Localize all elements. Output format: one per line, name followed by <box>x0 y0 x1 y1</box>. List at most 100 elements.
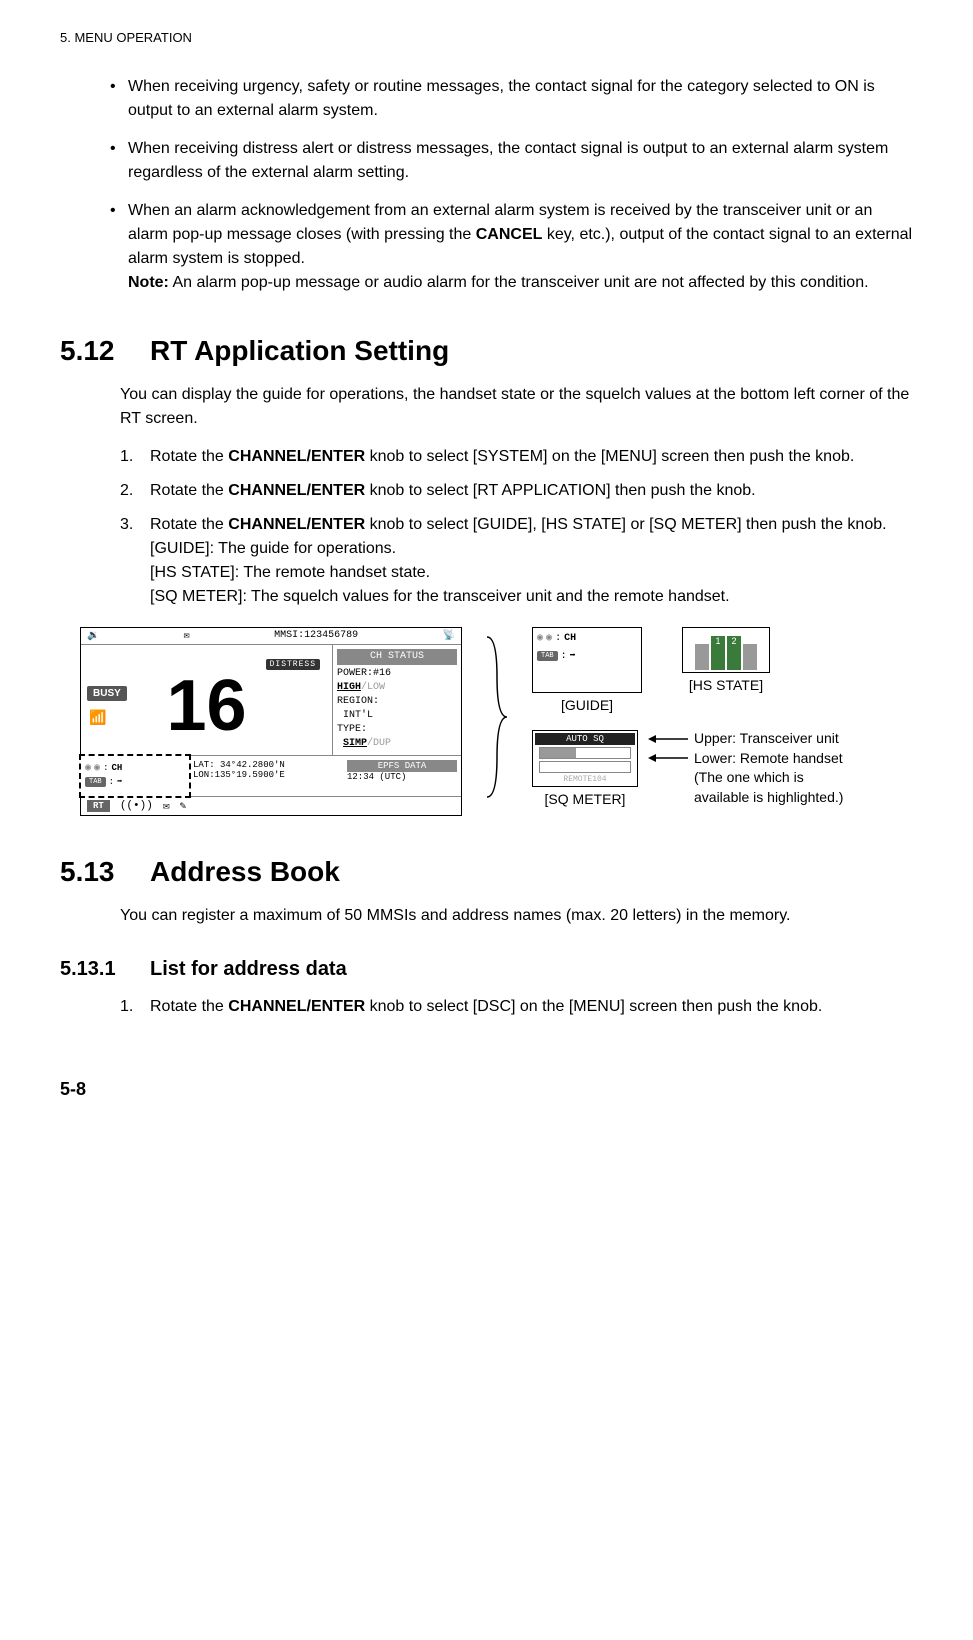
high-label: HIGH <box>337 682 361 693</box>
bullet-item: • When an alarm acknowledgement from an … <box>110 199 913 295</box>
section-number: 5.13 <box>60 856 150 888</box>
section-title: Address Book <box>150 856 340 888</box>
knob-label: CHANNEL/ENTER <box>228 998 365 1015</box>
section-heading-5-13: 5.13 Address Book <box>60 856 913 888</box>
step-item: 2. Rotate the CHANNEL/ENTER knob to sele… <box>120 479 913 503</box>
lon-value: LON:135°19.5900'E <box>193 770 339 780</box>
text: knob to select [RT APPLICATION] then pus… <box>365 482 755 499</box>
edit-icon: ✎ <box>179 799 186 813</box>
mail-icon: ✉ <box>184 630 190 642</box>
text: Rotate the <box>150 516 228 533</box>
chapter-header: 5. MENU OPERATION <box>60 30 913 45</box>
figure-rt-screen: 🔉 ✉ MMSI:123456789 📡 DISTRESS 16 BUSY 📶 … <box>80 627 913 816</box>
section-heading-5-12: 5.12 RT Application Setting <box>60 335 913 367</box>
step-item: 3. Rotate the CHANNEL/ENTER knob to sele… <box>120 513 913 609</box>
note-lower: Lower: Remote handset <box>694 749 843 769</box>
hs-state-figure: 1 2 [HS STATE] <box>682 627 770 693</box>
guide-box: ◉◉: CH TAB : ➡ <box>532 627 642 693</box>
sq-remote-label: REMOTE104 <box>535 775 635 784</box>
guide-figure: ◉◉: CH TAB : ➡ [GUIDE] <box>532 627 642 713</box>
speaker-icon: 🔉 <box>87 630 99 642</box>
sat-icon: 📡 <box>443 630 455 642</box>
region-label: REGION: <box>337 695 457 709</box>
section-number: 5.12 <box>60 335 150 367</box>
knob-icon: ◉ <box>85 762 91 774</box>
text: knob to select [SYSTEM] on the [MENU] sc… <box>365 448 854 465</box>
text: knob to select [DSC] on the [MENU] scree… <box>365 998 822 1015</box>
section-intro: You can display the guide for operations… <box>120 383 913 431</box>
sq-lower-bar <box>539 761 631 773</box>
subsection-title: List for address data <box>150 958 347 981</box>
bullet-text: When receiving distress alert or distres… <box>128 137 913 185</box>
bullet-marker: • <box>110 137 128 185</box>
hs-bar <box>695 644 709 670</box>
channel-number: 16 <box>166 670 246 742</box>
text: Rotate the <box>150 482 228 499</box>
guide-region-highlighted: ◉◉: CH TAB : ➡ <box>79 754 191 798</box>
knob-icon: ◉ <box>537 632 543 644</box>
text: knob to select [GUIDE], [HS STATE] or [S… <box>365 516 886 533</box>
note-avail: (The one which is <box>648 768 843 788</box>
bullet-text: When an alarm acknowledgement from an ex… <box>128 199 913 295</box>
step-item: 1. Rotate the CHANNEL/ENTER knob to sele… <box>120 995 913 1019</box>
hs-bar-active: 2 <box>727 636 741 670</box>
rt-screen-mock: 🔉 ✉ MMSI:123456789 📡 DISTRESS 16 BUSY 📶 … <box>80 627 462 816</box>
arrow-right-icon: ➡ <box>117 777 122 787</box>
section-title: RT Application Setting <box>150 335 449 367</box>
ch-label: CH <box>111 763 122 773</box>
sq-meter-figure: AUTO SQ REMOTE104 [SQ METER] <box>532 730 638 807</box>
bullet-text: When receiving urgency, safety or routin… <box>128 75 913 123</box>
tab-badge: TAB <box>85 777 106 787</box>
mail-icon: ✉ <box>163 799 170 813</box>
region-value: INT'L <box>337 709 457 723</box>
sq-upper-bar <box>539 747 631 759</box>
note-avail: available is highlighted.) <box>648 788 843 808</box>
knob-icon: ◉ <box>546 632 552 644</box>
status-panel: CH STATUS POWER:#16 HIGH/LOW REGION: INT… <box>332 645 461 755</box>
subsection-heading-5-13-1: 5.13.1 List for address data <box>60 958 913 981</box>
text: Rotate the <box>150 448 228 465</box>
step-number: 1. <box>120 995 150 1019</box>
simp-label: SIMP <box>343 738 367 749</box>
sq-auto-header: AUTO SQ <box>535 733 635 745</box>
step-number: 3. <box>120 513 150 609</box>
guide-caption: [GUIDE] <box>532 697 642 713</box>
subsection-number: 5.13.1 <box>60 958 150 981</box>
text: [HS STATE]: The remote handset state. <box>150 564 430 581</box>
ch-label: CH <box>564 633 576 644</box>
antenna-icon: 📶 <box>89 710 106 727</box>
arrow-left-icon <box>648 733 688 745</box>
mmsi-label: MMSI:123456789 <box>274 630 358 642</box>
text: [GUIDE]: The guide for operations. <box>150 540 396 557</box>
lat-value: LAT: 34°42.2800'N <box>193 760 339 770</box>
text: [SQ METER]: The squelch values for the t… <box>150 588 730 605</box>
rt-tab: RT <box>87 800 110 812</box>
epfs-header: EPFS DATA <box>347 760 457 772</box>
hs-bars: 1 2 <box>682 627 770 673</box>
status-header: CH STATUS <box>337 649 457 665</box>
note-upper: Upper: Transceiver unit <box>694 729 839 749</box>
note-text: An alarm pop-up message or audio alarm f… <box>169 274 869 291</box>
bullet-marker: • <box>110 199 128 295</box>
knob-label: CHANNEL/ENTER <box>228 448 365 465</box>
hs-bar <box>743 644 757 670</box>
knob-label: CHANNEL/ENTER <box>228 516 365 533</box>
sq-annotation: Upper: Transceiver unit Lower: Remote ha… <box>648 729 843 807</box>
knob-label: CHANNEL/ENTER <box>228 482 365 499</box>
bracket-icon <box>482 627 512 807</box>
dup-label: /DUP <box>367 738 391 749</box>
time-value: 12:34 (UTC) <box>347 772 457 782</box>
cancel-key-label: CANCEL <box>476 226 543 243</box>
bullet-marker: • <box>110 75 128 123</box>
text: Rotate the <box>150 998 228 1015</box>
bullet-item: • When receiving urgency, safety or rout… <box>110 75 913 123</box>
arrow-right-icon: ➡ <box>570 650 576 662</box>
step-number: 1. <box>120 445 150 469</box>
tab-badge: TAB <box>537 651 558 661</box>
hs-caption: [HS STATE] <box>682 677 770 693</box>
distress-badge: DISTRESS <box>266 659 320 670</box>
step-number: 2. <box>120 479 150 503</box>
type-label: TYPE: <box>337 723 457 737</box>
step-item: 1. Rotate the CHANNEL/ENTER knob to sele… <box>120 445 913 469</box>
busy-badge: BUSY <box>87 686 127 701</box>
